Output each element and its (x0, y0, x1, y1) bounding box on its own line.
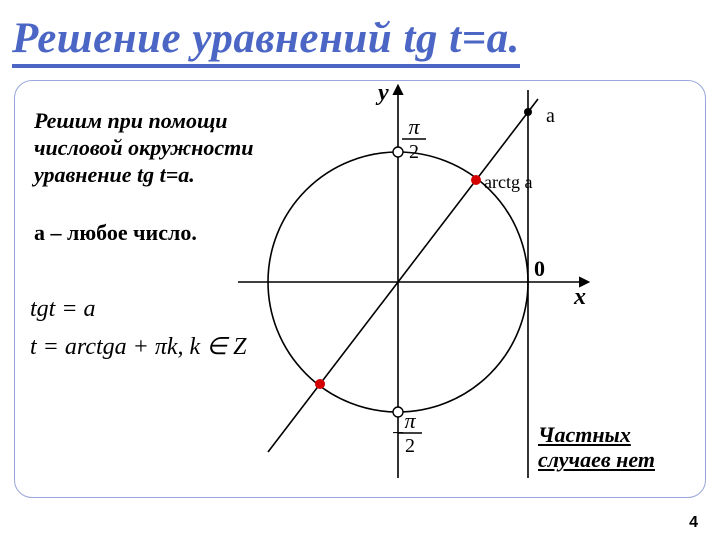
svg-text:π: π (404, 408, 416, 433)
diagram-svg: xy0aarctg aπ2−π2 (248, 82, 588, 482)
svg-text:2: 2 (405, 435, 415, 457)
slide: Решение уравнений tg t=a. Решим при помо… (0, 0, 720, 540)
intro-text: Решим при помощи числовой окружности ура… (34, 108, 284, 188)
page-number: 4 (689, 514, 698, 532)
svg-text:y: y (375, 80, 389, 106)
slide-title-text: Решение уравнений tg t=a. (12, 15, 520, 68)
svg-text:2: 2 (409, 141, 419, 163)
unit-circle-diagram: xy0aarctg aπ2−π2 (248, 82, 588, 482)
formula-line-2: t = arctga + πk, k ∈ Z (30, 328, 246, 366)
formula-block: tgt = a t = arctga + πk, k ∈ Z (30, 290, 246, 367)
svg-text:π: π (408, 114, 420, 139)
svg-text:arctg a: arctg a (484, 172, 532, 192)
slide-title: Решение уравнений tg t=a. (12, 14, 708, 63)
a-any-number-text: a – любое число. (34, 220, 197, 246)
svg-text:a: a (546, 105, 555, 127)
formula-line-1: tgt = a (30, 290, 246, 328)
svg-text:0: 0 (534, 256, 545, 281)
svg-text:x: x (573, 284, 586, 310)
